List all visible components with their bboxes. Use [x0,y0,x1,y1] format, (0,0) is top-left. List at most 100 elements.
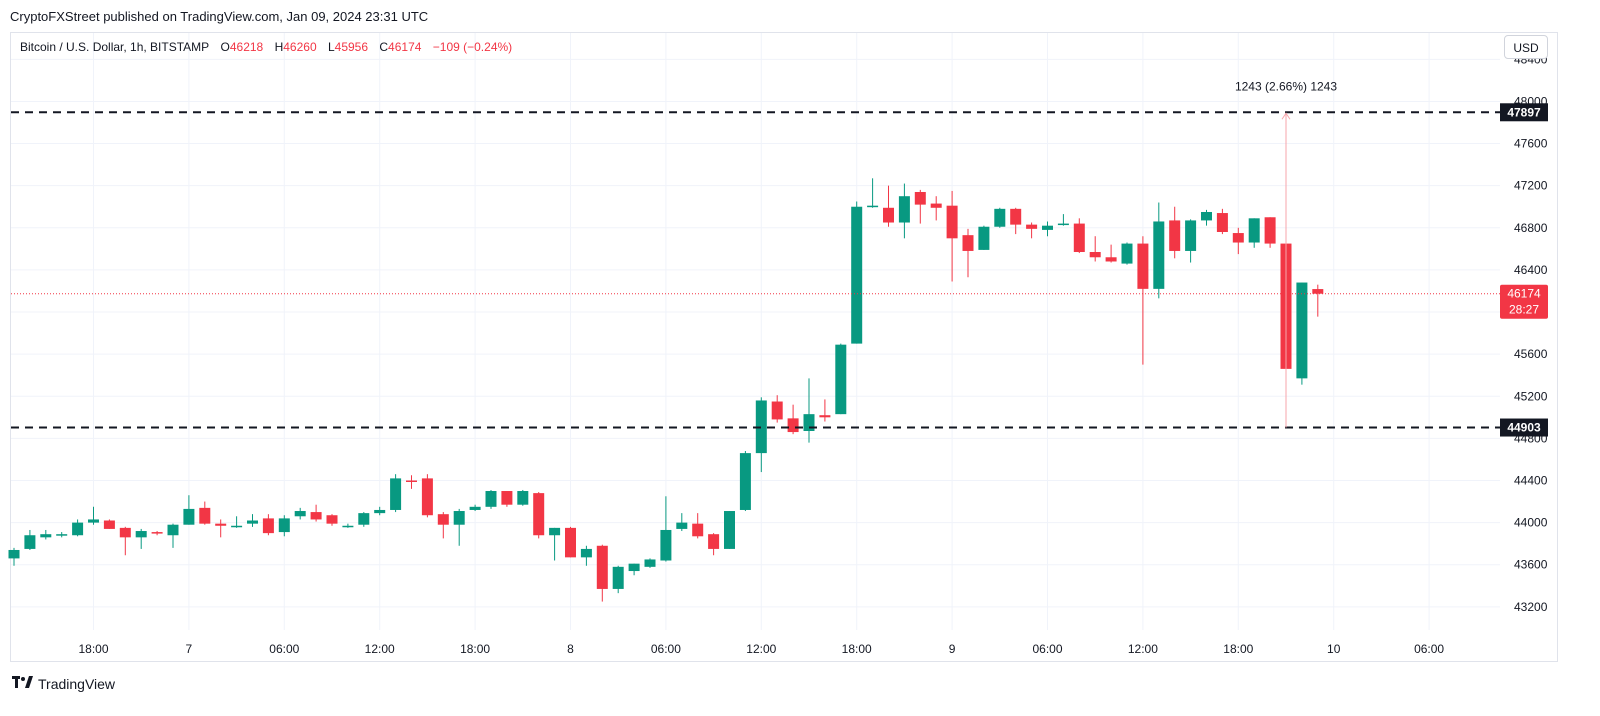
candle-body-up [485,491,497,507]
x-tick-label: 10 [1327,642,1341,656]
candle-body-up [1121,243,1133,264]
candle-body-down [103,520,115,529]
candle-body-down [1137,243,1149,289]
candle-body-down [421,478,433,516]
candle-body-up [294,511,306,517]
candle-body-up [374,509,386,514]
currency-button[interactable]: USD [1504,35,1548,59]
x-tick-label: 12:00 [746,642,776,656]
y-tick-label: 44400 [1514,473,1548,487]
candle-body-up [390,478,402,510]
candle-body-up [24,535,36,549]
y-tick-label: 47200 [1514,179,1548,193]
measure-arrowhead [1281,112,1291,120]
y-tick-label: 43600 [1514,558,1548,572]
x-tick-label: 06:00 [651,642,681,656]
candle-body-down [914,191,926,205]
y-tick-label: 45600 [1514,347,1548,361]
candle-countdown-label: 28:27 [1509,303,1539,317]
candle-body-down [565,527,576,558]
candle-body-down [1264,217,1276,244]
symbol-name: Bitcoin / U.S. Dollar, 1h, BITSTAMP [20,40,210,54]
candle-body-up [183,508,195,525]
x-tick-label: 18:00 [842,642,872,656]
level-label: 44903 [1507,421,1541,435]
x-tick-label: 12:00 [365,642,395,656]
candle-body-up [1201,211,1212,221]
x-tick-label: 18:00 [78,642,108,656]
y-tick-label: 44000 [1514,516,1548,530]
measure-label: 1243 (2.66%) 1243 [1235,79,1337,93]
candle-body-down [262,518,274,534]
y-tick-label: 47600 [1514,137,1548,151]
open-value: 46218 [229,40,264,54]
chart-frame[interactable] [10,32,1558,662]
high-label: H [274,40,284,54]
candle-body-down [1089,252,1101,258]
candle-body-down [787,418,799,433]
y-tick-label: 45200 [1514,389,1548,403]
candle-body-down [1232,233,1244,243]
candle-body-up [867,205,879,208]
tradingview-logo-text: TradingView [38,675,116,692]
candle-body-up [469,506,481,510]
close-label: C [379,40,389,54]
candle-body-up [247,520,258,524]
x-tick-label: 06:00 [1414,642,1444,656]
candle-body-up [978,226,990,250]
x-tick-label: 18:00 [1223,642,1253,656]
candle-body-down [151,532,163,534]
candle-body-up [994,208,1006,227]
candle-body-up [1185,220,1197,251]
last-price-label-bg [1500,284,1548,319]
candle-body-up [72,522,84,536]
candle-body-down [119,527,131,538]
x-tick-label: 06:00 [1032,642,1062,656]
candle-body-down [1169,220,1181,251]
x-tick-label: 9 [949,642,956,656]
open-label: O [220,40,230,54]
candle-body-up [549,527,561,536]
publisher-line: CryptoFXStreet published on TradingView.… [10,9,429,24]
candle-body-down [1105,257,1117,262]
candle-body-down [771,401,783,420]
candle-body-down [1026,224,1038,229]
x-tick-label: 06:00 [269,642,299,656]
candle-body-up [580,548,592,558]
candle-body-down [199,507,211,524]
candle-body-down [708,534,720,549]
candle-body-up [1153,221,1165,289]
tradingview-logo-icon [12,675,34,692]
candle-body-down [533,493,545,536]
candle-body-up [660,529,672,561]
y-tick-label: 46800 [1514,221,1548,235]
candle-body-up [453,511,465,525]
candle-body-down [1312,289,1324,294]
candle-body-up [1057,223,1069,226]
y-tick-label: 43200 [1514,600,1548,614]
symbol-legend[interactable]: Bitcoin / U.S. Dollar, 1h, BITSTAMP O462… [20,40,512,54]
candle-body-down [310,512,322,520]
high-value: 46260 [283,40,317,54]
level-label-bg [1500,103,1548,122]
last-price-label: 46174 [1507,287,1541,301]
candle-body-up [724,511,735,549]
candle-body-up [755,400,767,454]
x-tick-label: 18:00 [460,642,490,656]
candle-body-up [1296,282,1308,379]
candle-body-up [851,206,863,344]
candle-body-up [358,513,370,525]
candle-body-up [676,522,688,529]
candle-body-down [883,207,894,223]
candle-body-down [692,523,704,537]
tradingview-logo[interactable]: TradingView [12,675,115,692]
candle-body-up [8,549,20,559]
candle-body-up [739,453,751,510]
candle-body-down [930,203,942,208]
candle-body-down [596,545,608,589]
candle-body-up [1042,225,1053,230]
candle-body-up [88,519,99,523]
candle-body-down [962,235,974,251]
candle-body-down [819,415,831,418]
